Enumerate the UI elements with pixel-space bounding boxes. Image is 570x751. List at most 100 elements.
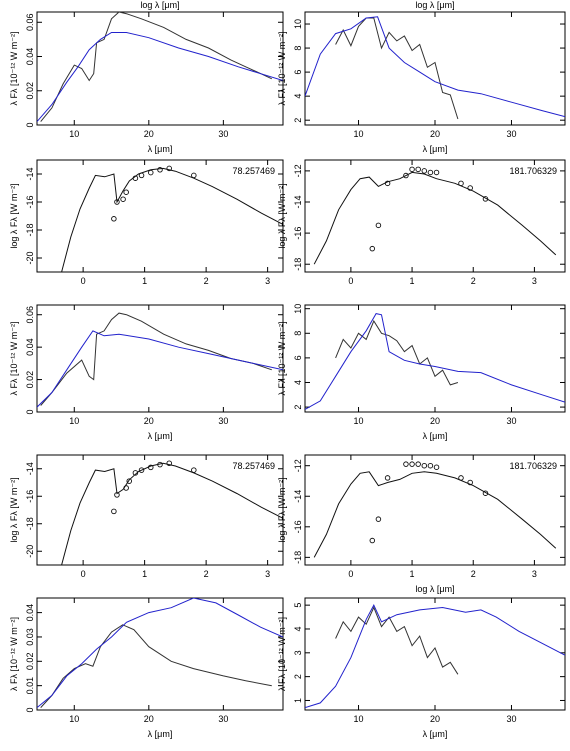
y-tick-label: 3: [293, 650, 303, 655]
spectrum-line: [305, 16, 565, 118]
x-tick-label: 10: [69, 714, 79, 724]
spectrum-line: [335, 17, 459, 120]
top-axis-label: log λ [μm]: [415, 0, 454, 10]
spectrum-line: [37, 330, 283, 408]
spectrum-line: [40, 12, 273, 122]
y-tick-label: -20: [25, 545, 35, 558]
data-point: [467, 479, 473, 486]
x-tick-label: 10: [354, 714, 364, 724]
y-tick-label: 2: [293, 405, 303, 410]
y-tick-label: -16: [25, 195, 35, 208]
y-tick-label: -16: [25, 490, 35, 503]
data-point: [191, 467, 197, 473]
y-tick-label: 1: [293, 698, 303, 703]
data-point: [148, 169, 154, 176]
panel: 10 20 30 1 2 3 4 5 λ Fλ [10⁻¹² W m⁻²] λ [μm]: [277, 597, 566, 739]
spectrum-line: [335, 319, 459, 386]
x-tick-label: 2: [204, 569, 209, 579]
plot-frame: [304, 11, 566, 126]
y-tick-label: -18: [293, 258, 303, 271]
x-tick-label: 30: [218, 416, 228, 426]
data-point: [433, 464, 440, 470]
y-tick-label: 4: [293, 626, 303, 631]
data-point: [148, 464, 154, 471]
x-tick-label: 30: [506, 714, 516, 724]
y-tick-label: 10: [293, 19, 303, 29]
spectrum-line: [37, 598, 283, 708]
top-axis-label: log λ [μm]: [140, 0, 179, 10]
x-tick-label: 30: [506, 129, 516, 139]
annotation: 78.257469: [232, 461, 275, 471]
y-axis-label: λ Fλ [10⁻¹² W m⁻²]: [9, 617, 19, 691]
x-tick-label: 0: [348, 569, 353, 579]
data-point: [111, 216, 117, 222]
x-tick-label: 3: [265, 276, 270, 286]
panel: 0 1 2 3 -18 -16 -14 -12 log λ Fλ [W m⁻²] log λ [μ…: [277, 454, 566, 594]
panel: 0 1 2 3 -18 -16 -14 -12 log λ Fλ [W m⁻²] 181.7063…: [277, 159, 566, 286]
y-tick-label: 0.02: [25, 371, 35, 389]
y-axis-label: λ Fλ [10⁻¹² W m⁻²]: [277, 617, 287, 691]
x-tick-label: 1: [142, 569, 147, 579]
plot-frame: [304, 159, 566, 273]
data-point: [114, 199, 120, 205]
y-tick-label: 0.04: [25, 338, 35, 356]
x-axis-label: λ [μm]: [148, 431, 173, 441]
x-axis-label: λ [μm]: [423, 729, 448, 739]
spectrum-line: [61, 462, 283, 565]
x-tick-label: 30: [218, 129, 228, 139]
spectrum-line: [335, 606, 459, 675]
y-tick-label: -14: [25, 167, 35, 180]
y-tick-label: -14: [293, 195, 303, 208]
data-point: [421, 168, 428, 174]
data-point: [403, 172, 409, 179]
data-point: [375, 222, 382, 229]
y-axis-label: log λ Fλ [W m⁻²]: [277, 477, 287, 542]
x-tick-label: 1: [410, 569, 415, 579]
y-tick-label: -16: [293, 520, 303, 533]
x-tick-label: 3: [265, 569, 270, 579]
panel: 10 20 30 0 0.01 0.02 0.03 0.04 λ Fλ [10⁻¹² W m⁻²…: [9, 597, 284, 739]
data-point: [467, 185, 473, 191]
y-tick-label: 5: [293, 603, 303, 608]
data-point: [409, 166, 415, 173]
annotation: 78.257469: [232, 166, 275, 176]
plot-frame: [36, 11, 284, 126]
data-point: [421, 462, 428, 469]
data-point: [123, 189, 129, 195]
data-point: [415, 166, 421, 173]
y-tick-label: 0.02: [25, 653, 35, 671]
x-axis-label: λ [μm]: [148, 144, 173, 154]
data-point: [132, 175, 139, 181]
y-tick-label: -18: [25, 223, 35, 236]
y-tick-label: 0: [25, 122, 35, 127]
data-point: [433, 169, 440, 176]
data-point: [384, 475, 391, 481]
plot-frame: [304, 597, 566, 711]
y-tick-label: 6: [293, 70, 303, 75]
x-axis-label: λ [μm]: [148, 729, 173, 739]
y-tick-label: 0.04: [25, 48, 35, 66]
plot-frame: [304, 304, 566, 413]
y-tick-label: 2: [293, 118, 303, 123]
data-point: [120, 196, 126, 202]
plot-frame: [36, 304, 284, 413]
y-tick-label: 0.06: [25, 306, 35, 324]
y-tick-label: 0.04: [25, 604, 35, 622]
y-tick-label: -12: [293, 459, 303, 472]
x-tick-label: 0: [348, 276, 353, 286]
y-tick-label: 4: [293, 94, 303, 99]
x-tick-label: 10: [354, 416, 364, 426]
y-tick-label: -12: [293, 164, 303, 177]
data-point: [114, 492, 120, 498]
x-tick-label: 30: [218, 714, 228, 724]
plot-frame: [36, 597, 284, 711]
x-tick-label: 20: [144, 416, 154, 426]
spectrum-line: [305, 603, 565, 709]
y-tick-label: 0: [25, 707, 35, 712]
x-tick-label: 0: [81, 569, 86, 579]
y-axis-label: log λ Fλ [W m⁻²]: [9, 477, 19, 542]
x-tick-label: 0: [81, 276, 86, 286]
